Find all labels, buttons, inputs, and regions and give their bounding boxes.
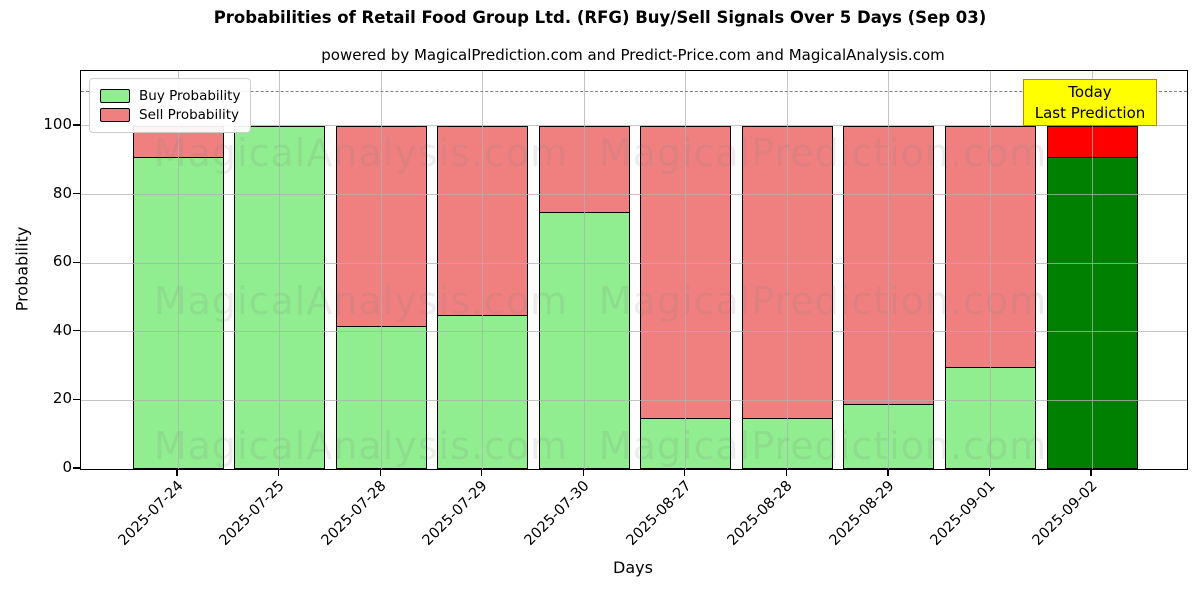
x-tick-label: 2025-08-28 <box>724 478 796 549</box>
watermark-text: MagicalAnalysis.com <box>153 131 569 175</box>
annotation-line-1: Today <box>1068 83 1112 101</box>
v-gridline <box>989 71 991 469</box>
x-tick-mark <box>176 469 178 476</box>
x-tick-label: 2025-07-24 <box>115 478 187 549</box>
x-tick-label: 2025-07-25 <box>216 478 288 549</box>
y-tick-label: 80 <box>52 183 72 202</box>
y-tick-mark <box>73 330 80 332</box>
x-tick-label: 2025-07-30 <box>521 478 593 549</box>
legend: Buy Probability Sell Probability <box>89 78 252 133</box>
x-tick-label: 2025-09-01 <box>927 478 999 549</box>
watermark-text: MagicalAnalysis.com <box>153 279 569 323</box>
y-tick-label: 40 <box>52 320 72 339</box>
x-tick-label: 2025-09-02 <box>1029 478 1101 549</box>
y-tick-mark <box>73 398 80 401</box>
v-gridline <box>786 71 788 469</box>
y-tick-label: 100 <box>43 114 72 133</box>
watermark-text: MagicalPrediction.com <box>598 279 1048 323</box>
x-tick-mark <box>785 469 788 476</box>
x-tick-mark <box>1090 469 1092 476</box>
x-tick-mark <box>988 469 991 476</box>
x-tick-mark <box>684 469 686 476</box>
threshold-dashed-line <box>81 90 1187 92</box>
v-gridline <box>583 71 585 469</box>
watermark-text: MagicalPrediction.com <box>598 131 1048 175</box>
x-tick-mark <box>887 469 889 476</box>
y-axis-label: Probability <box>12 226 32 312</box>
sell-swatch-icon <box>100 108 130 122</box>
y-tick-label: 20 <box>52 389 72 408</box>
y-tick-mark <box>73 124 80 126</box>
x-tick-mark <box>582 469 584 476</box>
h-gridline <box>81 125 1187 127</box>
x-axis-label: Days <box>613 558 653 577</box>
buy-swatch-icon <box>100 89 130 103</box>
h-gridline <box>81 194 1187 196</box>
chart-title: Probabilities of Retail Food Group Ltd. … <box>213 8 987 27</box>
x-tick-label: 2025-08-27 <box>623 478 695 549</box>
v-gridline <box>482 71 484 469</box>
y-tick-mark <box>73 261 80 263</box>
plot-area: MagicalAnalysis.com MagicalPrediction.com… <box>80 70 1188 470</box>
y-tick-label: 60 <box>52 252 72 271</box>
v-gridline <box>685 71 687 469</box>
v-gridline <box>279 71 281 469</box>
x-tick-mark <box>481 469 483 476</box>
legend-label-sell: Sell Probability <box>139 107 240 123</box>
legend-item-buy: Buy Probability <box>100 88 240 104</box>
today-annotation: Today Last Prediction <box>1023 79 1157 126</box>
x-tick-mark <box>277 469 280 476</box>
watermark-text: MagicalPrediction.com <box>598 424 1048 468</box>
x-tick-label: 2025-07-29 <box>420 478 492 549</box>
h-gridline <box>81 399 1187 401</box>
v-gridline <box>1091 71 1093 469</box>
legend-label-buy: Buy Probability <box>139 88 241 104</box>
v-gridline <box>380 71 382 469</box>
y-tick-mark <box>73 467 80 469</box>
h-gridline <box>81 331 1187 333</box>
legend-item-sell: Sell Probability <box>100 107 240 123</box>
annotation-line-2: Last Prediction <box>1034 104 1146 122</box>
v-gridline <box>888 71 890 469</box>
x-tick-label: 2025-07-28 <box>318 478 390 549</box>
h-gridline <box>81 262 1187 264</box>
x-tick-label: 2025-08-29 <box>826 478 898 549</box>
y-tick-label: 0 <box>62 458 72 476</box>
y-tick-mark <box>73 192 80 195</box>
v-gridline <box>177 71 179 469</box>
watermark-text: MagicalAnalysis.com <box>153 424 569 468</box>
chart-subtitle: powered by MagicalPrediction.com and Pre… <box>321 46 945 64</box>
x-tick-mark <box>379 469 381 476</box>
